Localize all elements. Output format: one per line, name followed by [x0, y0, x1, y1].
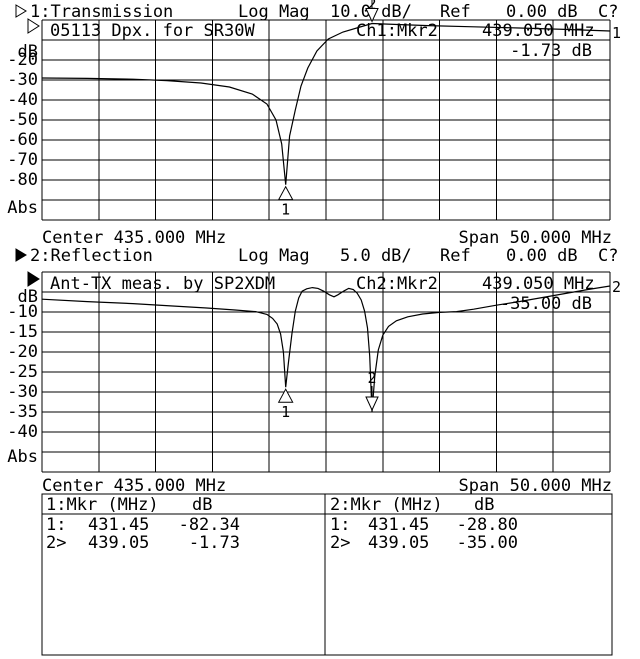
chart2-unit-label: dB: [18, 287, 38, 307]
chart1-span: Span 50.000 MHz: [458, 228, 612, 248]
chart1-trace-name: 1:Transmission: [30, 2, 173, 22]
marker-triangle-icon: [277, 388, 294, 403]
table-row: 2> 439.05 -1.73 2> 439.05 -35.00: [46, 533, 518, 553]
chart2-marker-readout-value: -35.00 dB: [500, 294, 592, 314]
chart1-title: 05113 Dpx. for SR30W: [50, 21, 255, 41]
chart2-ytick: -15: [7, 322, 38, 342]
chart2-ytick: -25: [7, 362, 38, 382]
grid-lines: [41, 19, 611, 221]
chart2-ref-value: 0.00 dB: [506, 246, 578, 266]
chart2-ytick: -40: [7, 422, 38, 442]
chart1-ref-level-indicator-icon: [27, 18, 40, 34]
chart2-center-freq: Center 435.000 MHz: [42, 476, 226, 496]
chart2: 2:Reflection Log Mag 5.0 dB/ Ref 0.00 dB…: [7, 246, 621, 496]
chart2-cal-status: C?: [598, 246, 618, 266]
table-ch1-row1-value: -82.34: [179, 515, 240, 535]
chart2-format: Log Mag: [238, 246, 310, 266]
table-ch1-header-db: dB: [192, 495, 212, 515]
chart2-abs-label: Abs: [7, 447, 38, 467]
chart1-ytick: -80: [7, 170, 38, 190]
chart2-ref-label: Ref: [440, 246, 471, 266]
marker-table-border: [41, 493, 613, 656]
table-ch1-row1-n: 1:: [46, 515, 66, 535]
chart2-marker-readout-freq: 439.050 MHz: [482, 274, 595, 294]
table-ch1-row1-freq: 431.45: [88, 515, 149, 535]
chart1-marker-readout-freq: 439.050 MHz: [482, 21, 595, 41]
table-ch2-row2-n: 2>: [330, 533, 350, 553]
chart2-ytick: -35: [7, 402, 38, 422]
marker-number-label: 1: [281, 201, 290, 219]
marker-arrow-icon: [365, 7, 379, 23]
chart1-cal-status: C?: [598, 2, 618, 22]
chart2-scale: 5.0 dB/: [340, 246, 412, 266]
chart2-span: Span 50.000 MHz: [458, 476, 612, 496]
chart1-ytick: -40: [7, 90, 38, 110]
chart2-trace-line: [41, 285, 611, 413]
chart1-trace-line: [41, 22, 611, 185]
table-ch2-row2-freq: 439.05: [368, 533, 429, 553]
chart1-markers: 12: [277, 0, 379, 219]
chart2-trace-tag: 2: [612, 278, 621, 296]
marker-number-label: 1: [281, 403, 290, 421]
chart1-ytick: -30: [7, 70, 38, 90]
chart2-markers: 12: [277, 369, 379, 421]
chart1-unit-label: dB: [18, 42, 38, 62]
chart2-ref-level-indicator-icon: [27, 271, 40, 287]
marker-number-label: 2: [367, 369, 376, 387]
table-ch2-row1-value: -28.80: [457, 515, 518, 535]
marker-table: 1:Mkr (MHz) dB 2:Mkr (MHz) dB 1: 431.45 …: [41, 493, 613, 656]
table-ch1-row2-n: 2>: [46, 533, 66, 553]
chart2-trace-name: 2:Reflection: [30, 246, 153, 266]
table-ch2-row2-value: -35.00: [457, 533, 518, 553]
table-row: 1: 431.45 -82.34 1: 431.45 -28.80: [46, 515, 518, 535]
chart1-ytick: -70: [7, 150, 38, 170]
table-ch1-header-mkr: 1:Mkr (MHz): [46, 495, 159, 515]
chart2-title: Ant-TX meas. by SP2XDM: [50, 274, 275, 294]
table-ch1-row2-freq: 439.05: [88, 533, 149, 553]
table-ch2-row1-freq: 431.45: [368, 515, 429, 535]
table-ch2-header-db: dB: [474, 495, 494, 515]
chart1: 1:Transmission Log Mag 10.0 dB/ Ref 0.00…: [7, 0, 621, 248]
chart1-ref-value: 0.00 dB: [506, 2, 578, 22]
table-ch2-header-mkr: 2:Mkr (MHz): [330, 495, 443, 515]
chart1-format: Log Mag: [238, 2, 310, 22]
chart1-ytick: -50: [7, 110, 38, 130]
chart1-ref-label: Ref: [440, 2, 471, 22]
table-ch2-row1-n: 1:: [330, 515, 350, 535]
table-ch1-row2-value: -1.73: [189, 533, 240, 553]
marker-number-label: 2: [367, 0, 376, 13]
chart1-trace-tag: 1: [612, 24, 621, 42]
chart1-abs-label: Abs: [7, 198, 38, 218]
chart1-marker-readout-value: -1.73 dB: [510, 41, 592, 61]
marker-arrow-icon: [365, 396, 379, 412]
chart2-marker-readout-label: Ch2:Mkr2: [356, 274, 438, 294]
chart1-center-freq: Center 435.000 MHz: [42, 228, 226, 248]
chart1-marker-readout-label: Ch1:Mkr2: [356, 21, 438, 41]
marker-triangle-icon: [277, 185, 294, 201]
chart1-ytick: -60: [7, 130, 38, 150]
chart1-ytick: -20: [7, 50, 38, 70]
channel-1-select-icon: [15, 4, 27, 18]
channel-2-select-icon: [15, 248, 27, 262]
chart2-ytick: -10: [7, 302, 38, 322]
chart2-ytick: -20: [7, 342, 38, 362]
chart1-grid: [41, 19, 611, 221]
chart2-ytick: -30: [7, 382, 38, 402]
